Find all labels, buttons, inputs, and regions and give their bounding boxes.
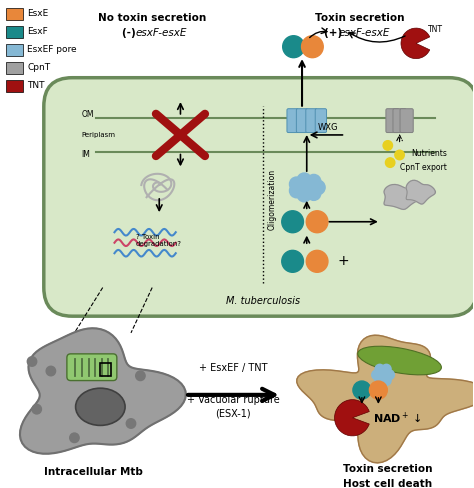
FancyBboxPatch shape <box>6 62 23 74</box>
Circle shape <box>301 36 323 58</box>
Text: esxF-esxE: esxF-esxE <box>338 28 390 38</box>
Circle shape <box>27 357 36 366</box>
Circle shape <box>283 36 304 58</box>
Text: + Vacuolar rupture: + Vacuolar rupture <box>187 395 280 405</box>
Text: Nutrients: Nutrients <box>411 148 447 158</box>
Bar <box>100 364 111 376</box>
Text: IM: IM <box>82 150 91 160</box>
Text: M. tuberculosis: M. tuberculosis <box>226 296 300 306</box>
Circle shape <box>375 376 384 386</box>
Circle shape <box>300 180 314 195</box>
Text: (ESX-1): (ESX-1) <box>215 409 251 419</box>
Text: (-): (-) <box>121 28 139 38</box>
FancyBboxPatch shape <box>6 44 23 56</box>
Text: esxF-esxE: esxF-esxE <box>136 28 187 38</box>
Text: Intracellular Mtb: Intracellular Mtb <box>44 468 143 477</box>
Circle shape <box>383 141 392 150</box>
Text: WXG: WXG <box>317 123 337 132</box>
FancyBboxPatch shape <box>6 8 23 20</box>
Text: NAD$^+$$\downarrow$: NAD$^+$$\downarrow$ <box>373 410 421 425</box>
Circle shape <box>46 366 55 376</box>
Circle shape <box>382 365 391 374</box>
Circle shape <box>290 183 304 198</box>
Circle shape <box>311 180 325 195</box>
Circle shape <box>282 211 303 233</box>
Text: Toxin secretion: Toxin secretion <box>315 13 404 23</box>
Circle shape <box>385 370 394 380</box>
Circle shape <box>378 370 388 380</box>
Circle shape <box>375 365 384 374</box>
Text: OM: OM <box>82 110 94 120</box>
Circle shape <box>353 381 371 399</box>
Circle shape <box>395 150 404 160</box>
Text: EsxEF pore: EsxEF pore <box>27 45 77 54</box>
Circle shape <box>306 211 328 233</box>
FancyBboxPatch shape <box>393 109 406 133</box>
FancyBboxPatch shape <box>296 109 308 133</box>
FancyBboxPatch shape <box>287 109 298 133</box>
Circle shape <box>306 250 328 272</box>
Text: No toxin secretion: No toxin secretion <box>98 13 206 23</box>
FancyBboxPatch shape <box>315 109 327 133</box>
FancyBboxPatch shape <box>44 78 474 316</box>
FancyBboxPatch shape <box>306 109 317 133</box>
Circle shape <box>372 370 381 380</box>
Circle shape <box>307 174 321 189</box>
Circle shape <box>385 158 395 167</box>
Circle shape <box>369 381 387 399</box>
Circle shape <box>70 433 79 443</box>
Circle shape <box>297 173 311 187</box>
Text: CpnT: CpnT <box>27 63 50 72</box>
Polygon shape <box>20 328 186 454</box>
Text: Oligomerization: Oligomerization <box>268 169 277 230</box>
Text: EsxE: EsxE <box>27 9 48 18</box>
FancyBboxPatch shape <box>386 109 399 133</box>
Text: Toxin secretion: Toxin secretion <box>343 464 433 473</box>
FancyBboxPatch shape <box>6 80 23 92</box>
Wedge shape <box>335 400 369 436</box>
FancyBboxPatch shape <box>67 354 117 381</box>
Circle shape <box>297 187 311 202</box>
Text: TNT: TNT <box>27 81 45 90</box>
Circle shape <box>136 371 145 381</box>
Ellipse shape <box>76 388 125 426</box>
Text: Host cell death: Host cell death <box>343 479 432 488</box>
Text: TNT: TNT <box>428 24 443 34</box>
Text: CpnT export: CpnT export <box>400 163 447 172</box>
Text: EsxF: EsxF <box>27 27 48 36</box>
Circle shape <box>290 177 304 191</box>
Polygon shape <box>406 181 436 204</box>
Circle shape <box>282 250 303 272</box>
FancyBboxPatch shape <box>6 26 23 38</box>
Text: + EsxEF / TNT: + EsxEF / TNT <box>199 364 267 373</box>
Circle shape <box>307 186 321 201</box>
Text: ? Toxin
degradation?: ? Toxin degradation? <box>136 234 182 247</box>
Text: +: + <box>337 254 349 268</box>
Polygon shape <box>297 335 474 463</box>
Text: Periplasm: Periplasm <box>82 132 116 138</box>
Circle shape <box>382 376 391 386</box>
Wedge shape <box>401 28 430 59</box>
Circle shape <box>126 419 136 428</box>
Text: (+): (+) <box>324 28 346 38</box>
Polygon shape <box>384 184 421 209</box>
Ellipse shape <box>358 346 441 375</box>
FancyBboxPatch shape <box>400 109 413 133</box>
Circle shape <box>32 405 41 414</box>
